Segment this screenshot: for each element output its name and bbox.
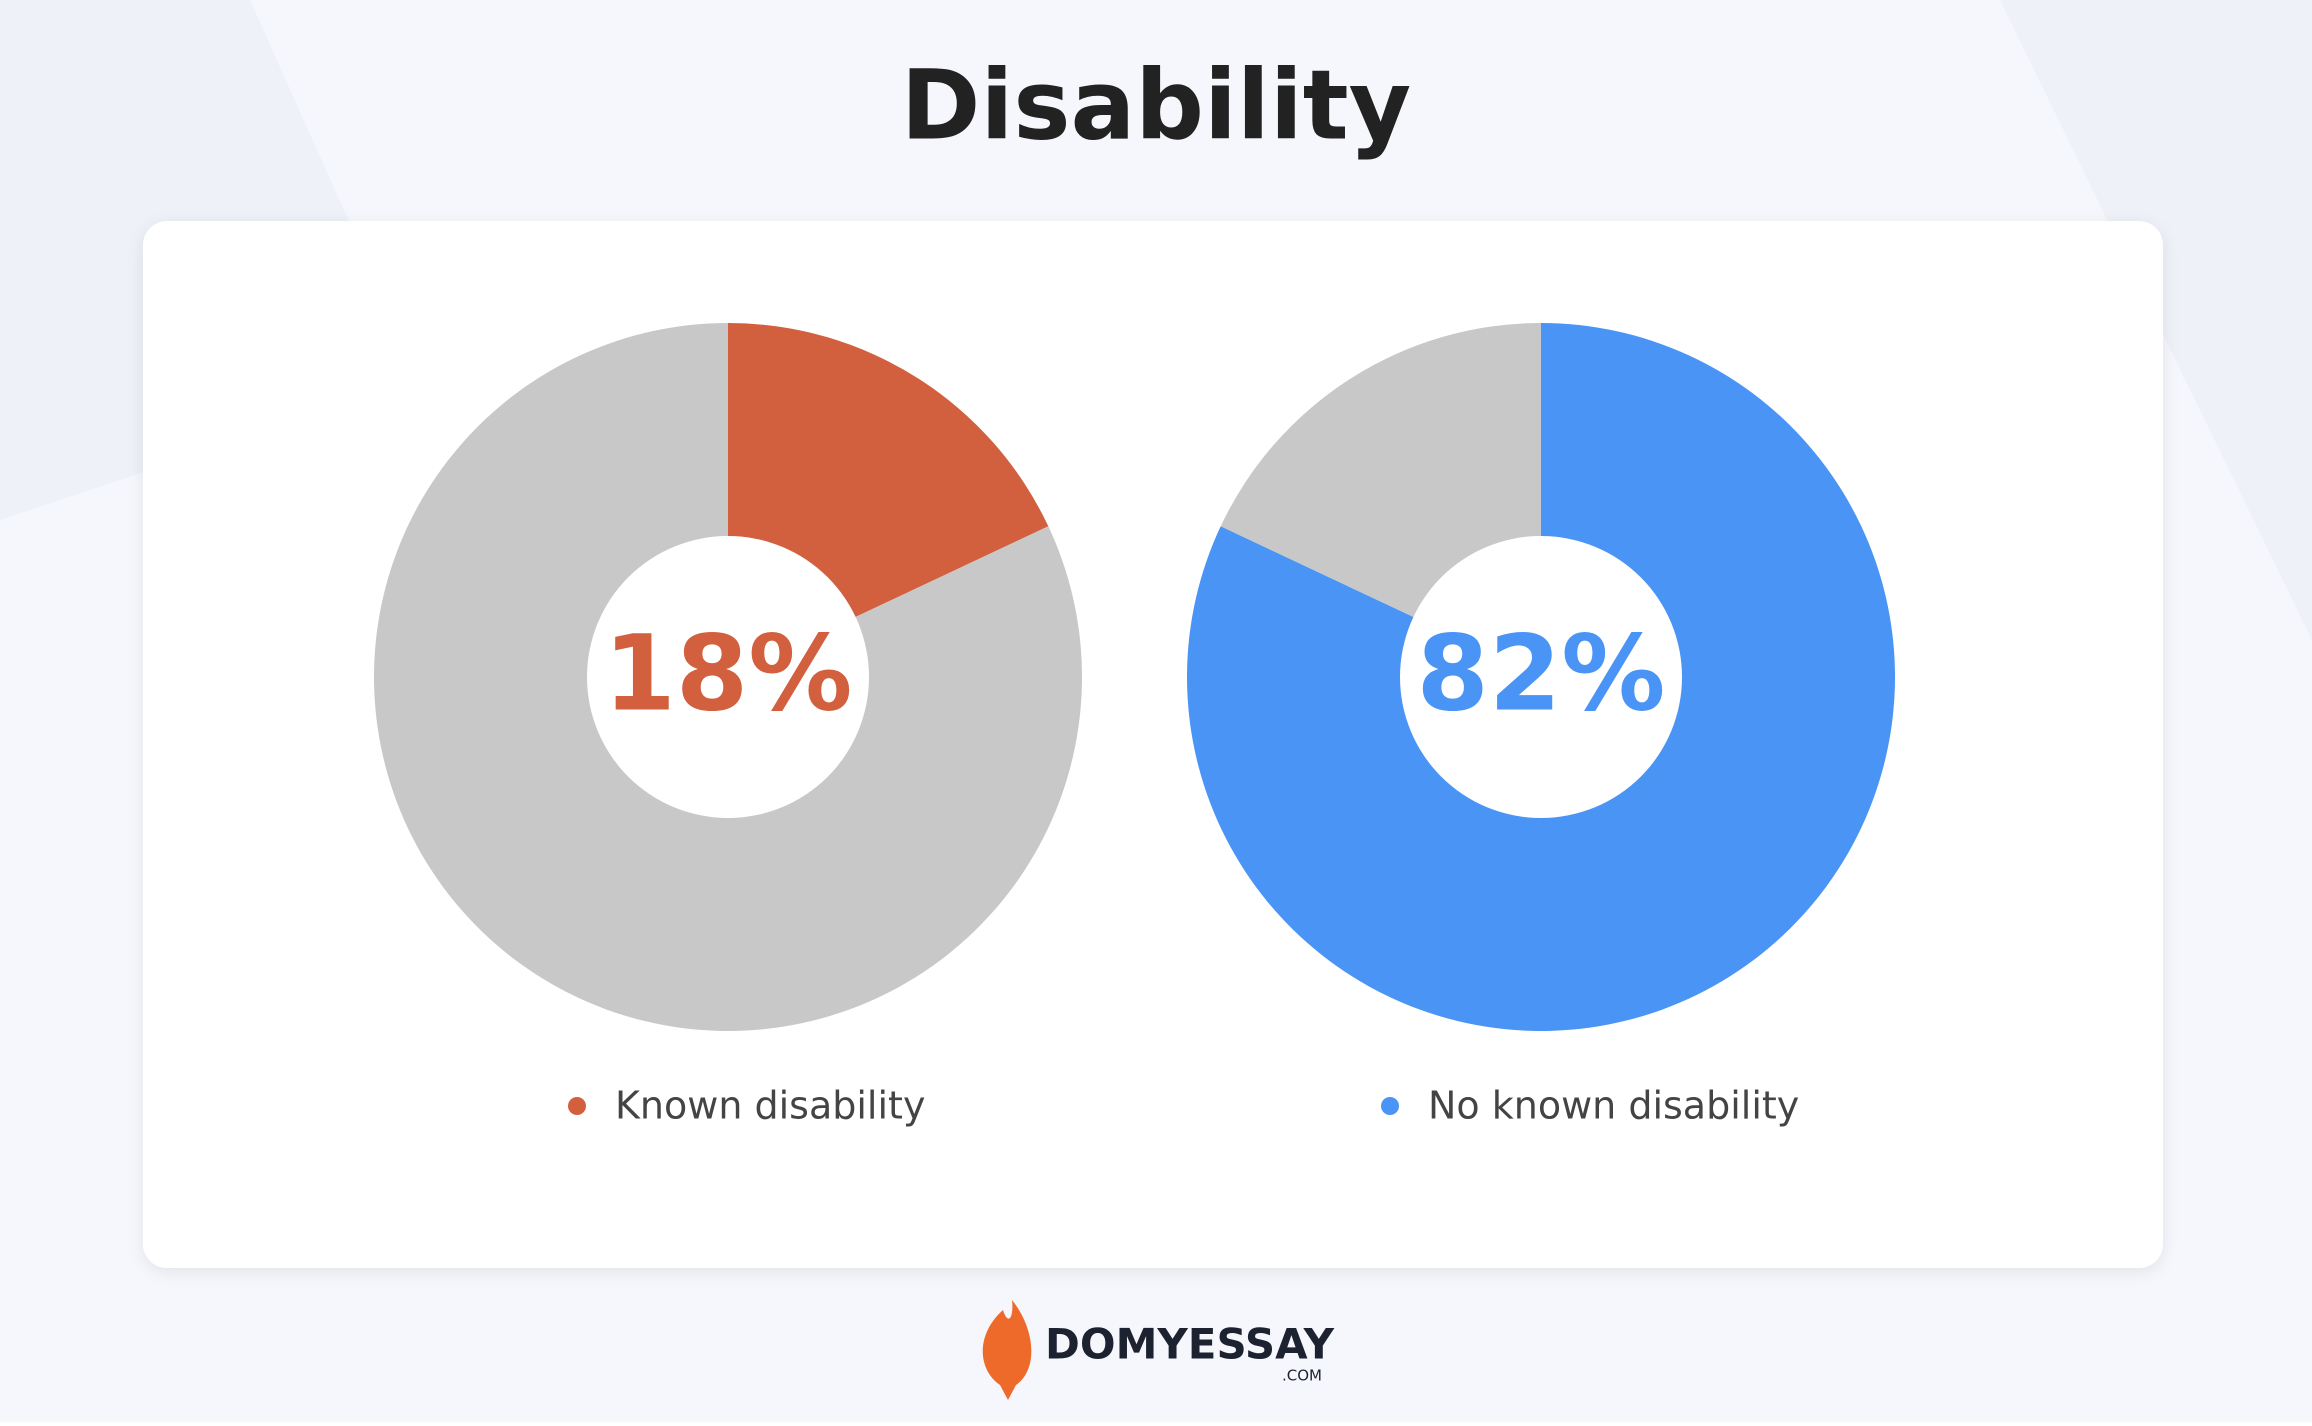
legend-label: No known disability xyxy=(1428,1084,1799,1128)
center-label: 82% xyxy=(1417,612,1666,734)
legend-label: Known disability xyxy=(615,1084,925,1128)
donut-hole xyxy=(587,536,869,818)
brand: DOMYESSAY xyxy=(1045,1320,1335,1369)
page-title: Disability xyxy=(901,49,1411,161)
logo-icon xyxy=(982,1300,1032,1400)
center-label: 18% xyxy=(604,612,853,734)
legend-dot xyxy=(1381,1097,1399,1115)
legend-dot xyxy=(568,1097,586,1115)
logo xyxy=(982,1300,1032,1400)
donut-hole xyxy=(1400,536,1682,818)
brand-domain: .COM xyxy=(1282,1367,1322,1385)
